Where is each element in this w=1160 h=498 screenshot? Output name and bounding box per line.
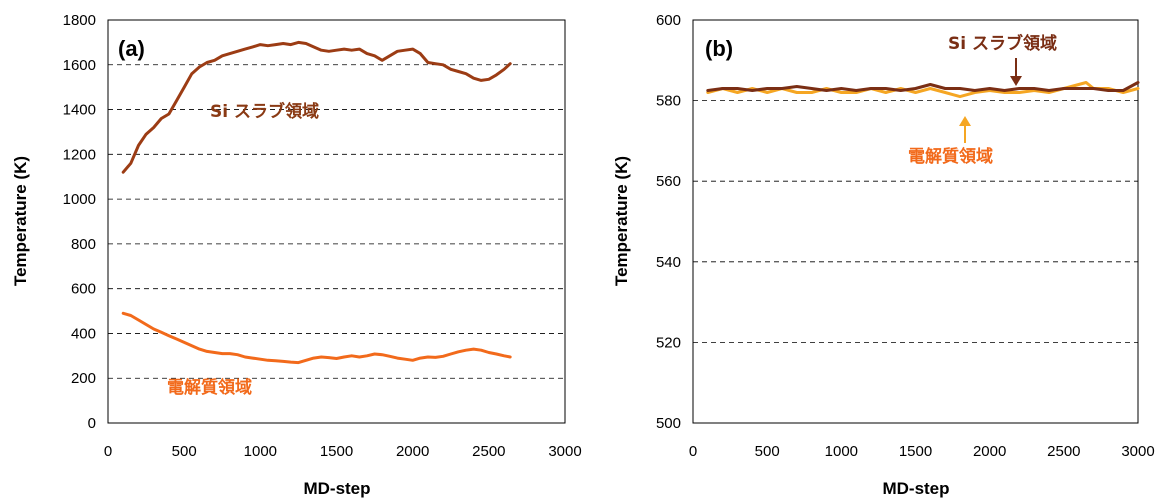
series-line xyxy=(706,81,1140,92)
y-tick-label: 1400 xyxy=(63,102,96,119)
panel-b-label: (b) xyxy=(705,36,733,61)
panel-a-y-axis-title: Temperature (K) xyxy=(11,156,30,286)
panel-b-plot-area xyxy=(692,19,1139,424)
y-tick-label: 560 xyxy=(656,173,681,190)
y-tick-label: 1800 xyxy=(63,12,96,29)
panel-b: 500 520 540 560 580 600 0 500 1000 1500 2000 2500 3… xyxy=(612,12,1155,498)
y-tick-label: 1600 xyxy=(63,57,96,74)
panel-a-grid xyxy=(108,64,565,379)
panel-a-annotation-si: Si スラブ領域 xyxy=(210,101,319,122)
panel-a-annotation-electrolyte: 電解質領域 xyxy=(167,377,252,398)
panel-a-label: (a) xyxy=(118,36,145,61)
x-tick-label: 500 xyxy=(755,443,780,460)
panel-a-series xyxy=(121,40,512,365)
x-tick-label: 2000 xyxy=(973,443,1006,460)
y-tick-label: 400 xyxy=(71,325,96,342)
x-tick-label: 500 xyxy=(172,443,197,460)
panel-b-arrow-electrolyte xyxy=(959,116,971,143)
series-line xyxy=(121,311,512,365)
x-tick-label: 1000 xyxy=(244,443,277,460)
x-tick-label: 1500 xyxy=(899,443,932,460)
panel-b-x-axis-title: MD-step xyxy=(882,479,949,498)
panel-b-grid xyxy=(693,100,1138,343)
x-tick-label: 2500 xyxy=(1047,443,1080,460)
y-tick-label: 580 xyxy=(656,93,681,110)
y-tick-label: 1200 xyxy=(63,146,96,163)
y-tick-label: 200 xyxy=(71,370,96,387)
panel-a-x-tick-labels: 0 500 1000 1500 2000 2500 3000 xyxy=(104,443,582,460)
y-tick-label: 600 xyxy=(656,12,681,29)
x-tick-label: 3000 xyxy=(548,443,581,460)
x-tick-label: 1500 xyxy=(320,443,353,460)
x-tick-label: 2500 xyxy=(472,443,505,460)
x-tick-label: 2000 xyxy=(396,443,429,460)
y-tick-label: 520 xyxy=(656,334,681,351)
panel-a-y-tick-labels: 0 200 400 600 800 1000 1200 1400 1600 1800 xyxy=(63,12,96,432)
panel-b-arrow-si xyxy=(1010,58,1022,86)
x-tick-label: 1000 xyxy=(825,443,858,460)
x-tick-label: 0 xyxy=(104,443,112,460)
series-line xyxy=(706,81,1140,99)
panel-a-x-axis-title: MD-step xyxy=(303,479,370,498)
panel-b-y-axis-title: Temperature (K) xyxy=(612,156,631,286)
y-tick-label: 800 xyxy=(71,236,96,253)
y-tick-label: 500 xyxy=(656,415,681,432)
panel-b-annotation-electrolyte: 電解質領域 xyxy=(908,146,993,167)
panel-a: 0 200 400 600 800 1000 1200 1400 1600 1800 0 500 10… xyxy=(11,12,582,498)
y-tick-label: 0 xyxy=(88,415,96,432)
panel-b-series xyxy=(706,81,1140,99)
x-tick-label: 0 xyxy=(689,443,697,460)
series-line xyxy=(121,40,512,174)
panel-b-x-tick-labels: 0 500 1000 1500 2000 2500 3000 xyxy=(689,443,1155,460)
y-tick-label: 1000 xyxy=(63,191,96,208)
y-tick-label: 540 xyxy=(656,254,681,271)
panel-a-plot-area xyxy=(107,19,566,424)
panel-b-annotation-si: Si スラブ領域 xyxy=(948,33,1057,54)
y-tick-label: 600 xyxy=(71,281,96,298)
x-tick-label: 3000 xyxy=(1121,443,1154,460)
panel-b-y-tick-labels: 500 520 540 560 580 600 xyxy=(656,12,681,432)
